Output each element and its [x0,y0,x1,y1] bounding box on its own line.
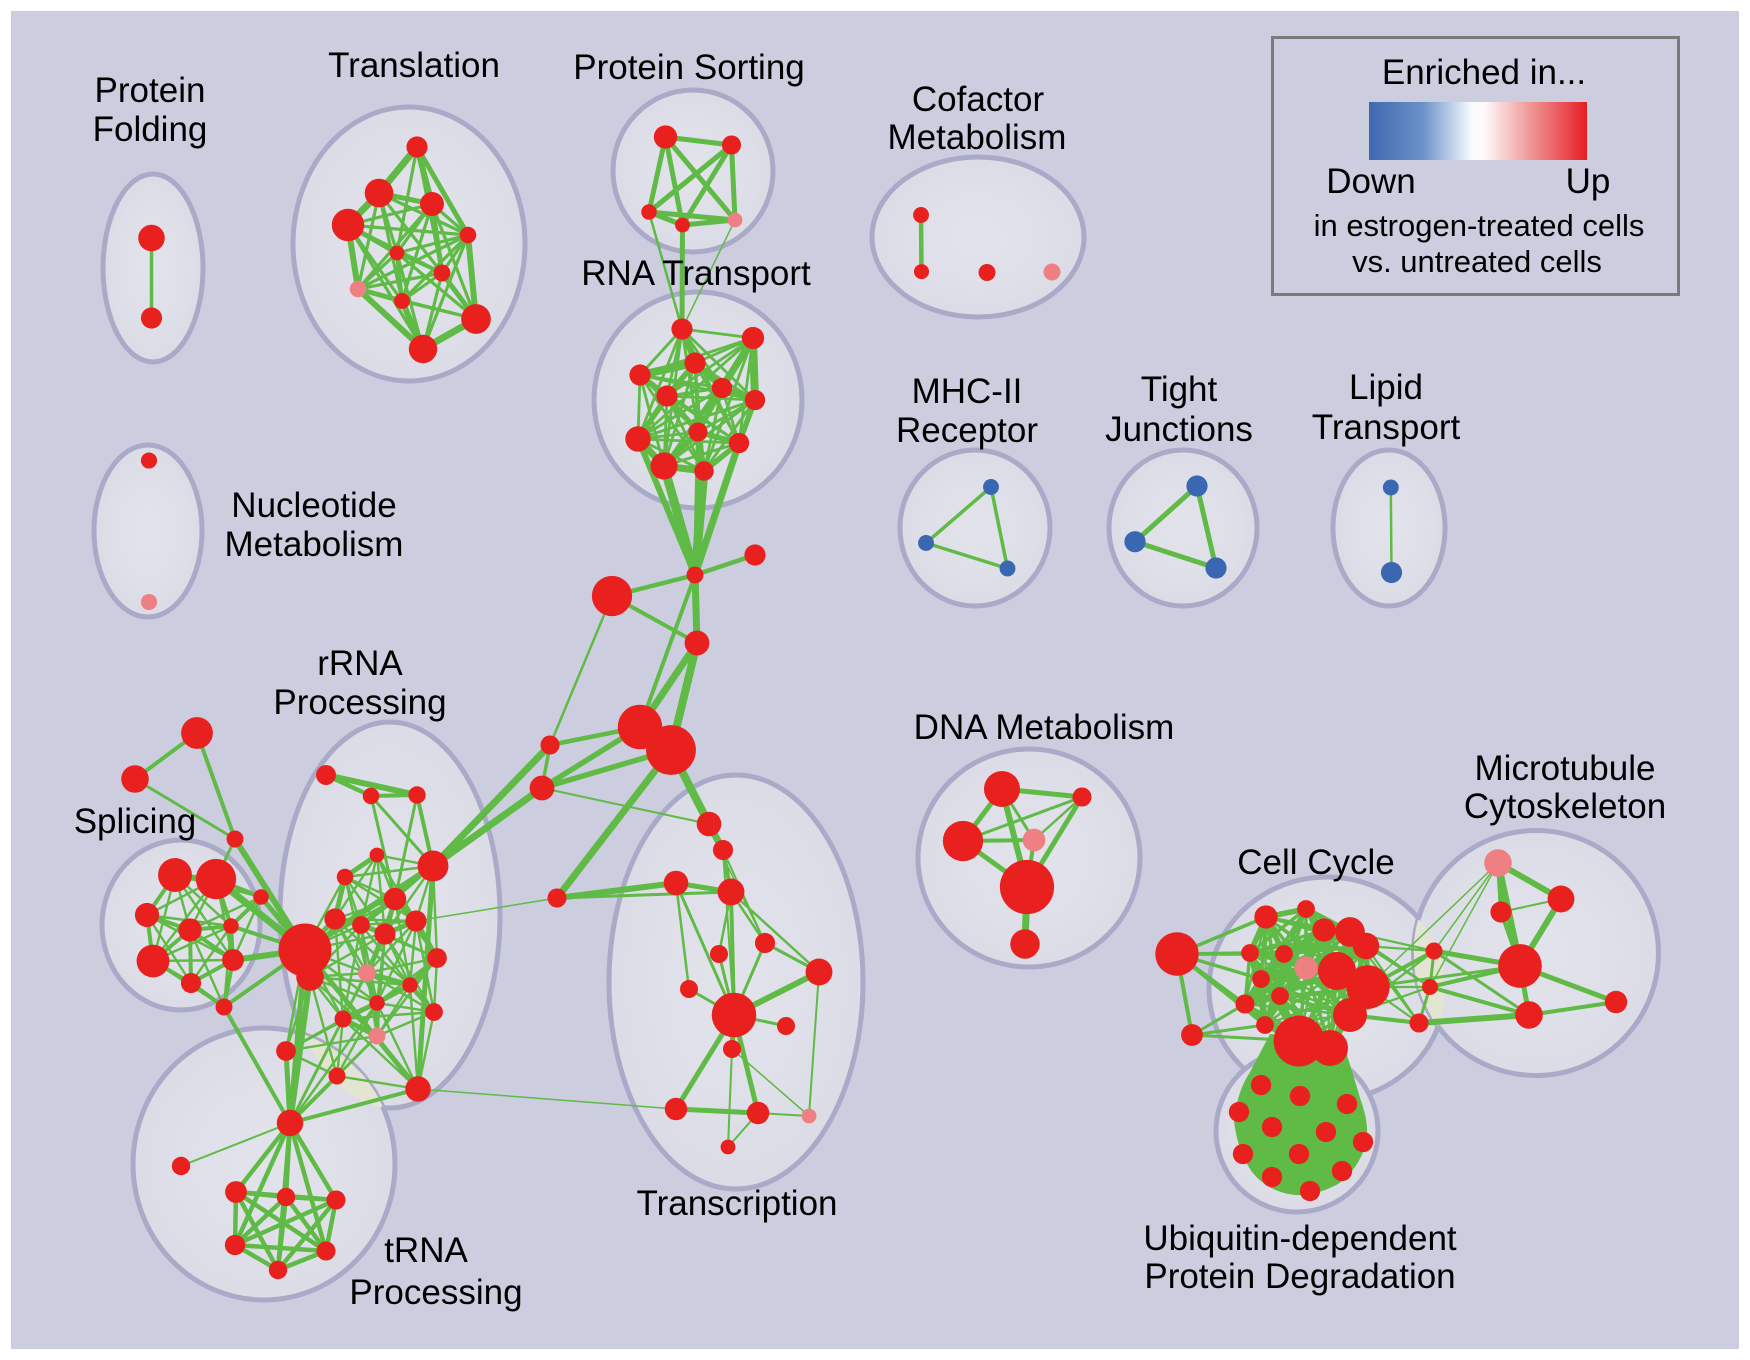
svg-text:Cofactor: Cofactor [912,80,1045,119]
svg-text:MHC-II: MHC-II [912,372,1023,411]
svg-text:Protein: Protein [95,71,206,110]
svg-text:vs. untreated cells: vs. untreated cells [1352,244,1602,279]
svg-text:rRNA: rRNA [317,644,403,683]
svg-text:Receptor: Receptor [896,411,1038,450]
svg-text:Protein Degradation: Protein Degradation [1144,1257,1455,1296]
svg-text:RNA Transport: RNA Transport [581,254,811,293]
svg-text:in estrogen-treated cells: in estrogen-treated cells [1314,208,1645,243]
svg-text:Translation: Translation [328,46,500,85]
svg-text:Lipid: Lipid [1349,368,1423,407]
svg-text:Folding: Folding [93,110,208,149]
svg-text:Down: Down [1326,162,1415,201]
svg-text:Metabolism: Metabolism [888,118,1067,157]
svg-text:Metabolism: Metabolism [225,525,404,564]
svg-text:Nucleotide: Nucleotide [231,486,396,525]
svg-text:Splicing: Splicing [74,802,197,841]
svg-text:Cytoskeleton: Cytoskeleton [1464,787,1666,826]
svg-text:tRNA: tRNA [384,1231,468,1270]
svg-text:DNA Metabolism: DNA Metabolism [914,708,1175,747]
svg-text:Ubiquitin-dependent: Ubiquitin-dependent [1143,1219,1457,1258]
svg-text:Protein Sorting: Protein Sorting [573,48,805,87]
svg-text:Up: Up [1566,162,1611,201]
svg-text:Transport: Transport [1312,408,1461,447]
svg-text:Enriched in...: Enriched in... [1382,53,1586,92]
svg-text:Processing: Processing [273,683,446,722]
svg-text:Transcription: Transcription [637,1184,838,1223]
svg-text:Cell Cycle: Cell Cycle [1237,843,1395,882]
svg-text:Junctions: Junctions [1105,410,1253,449]
svg-text:Processing: Processing [349,1273,522,1312]
svg-text:Tight: Tight [1141,370,1218,409]
svg-text:Microtubule: Microtubule [1475,749,1656,788]
